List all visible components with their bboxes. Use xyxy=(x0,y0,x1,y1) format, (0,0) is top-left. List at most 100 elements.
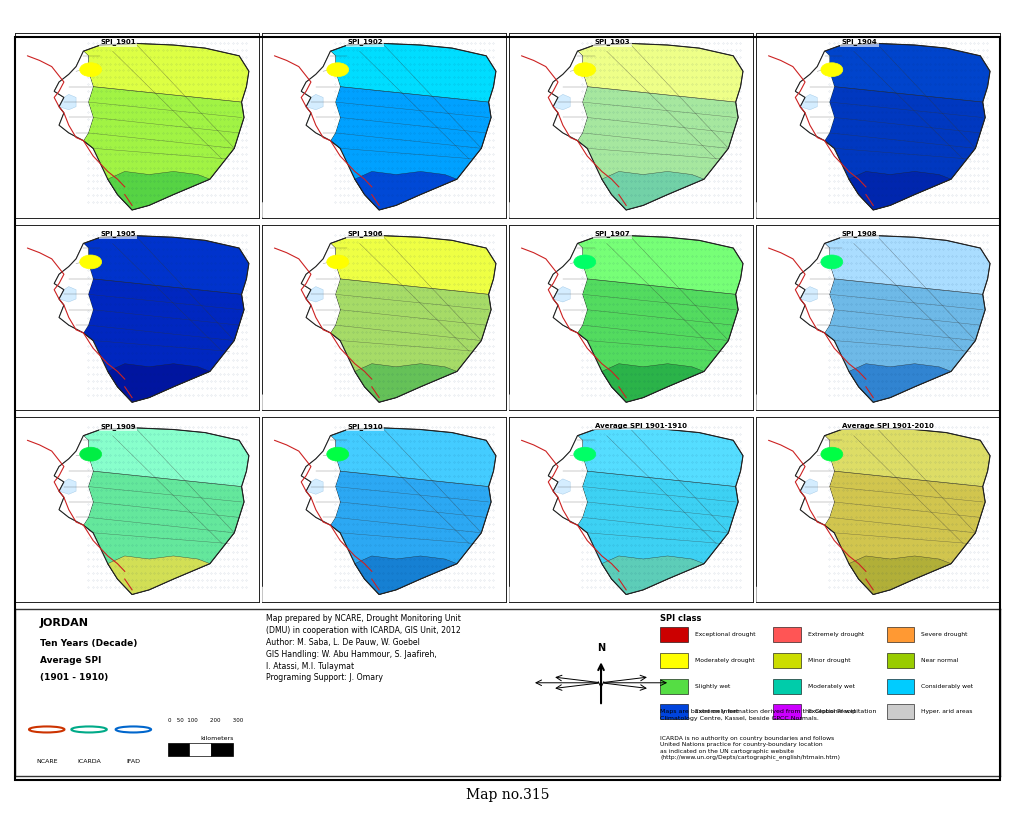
Text: (1901 - 1910): (1901 - 1910) xyxy=(40,672,108,681)
Text: Average SPI 1901-2010: Average SPI 1901-2010 xyxy=(841,422,934,429)
Polygon shape xyxy=(578,428,743,595)
Polygon shape xyxy=(108,172,210,210)
Polygon shape xyxy=(15,243,108,410)
Polygon shape xyxy=(800,287,817,302)
Text: ICARDA: ICARDA xyxy=(77,760,100,765)
Polygon shape xyxy=(331,428,496,595)
Polygon shape xyxy=(824,87,986,210)
Text: N: N xyxy=(597,643,605,653)
Text: Extremely wet: Extremely wet xyxy=(694,709,738,714)
Text: Severe drought: Severe drought xyxy=(921,632,967,637)
Polygon shape xyxy=(355,556,457,595)
Polygon shape xyxy=(83,236,249,402)
Polygon shape xyxy=(756,435,849,602)
Circle shape xyxy=(821,63,842,77)
Circle shape xyxy=(573,255,596,269)
Bar xyxy=(773,653,801,667)
Polygon shape xyxy=(15,417,259,602)
Polygon shape xyxy=(578,279,738,402)
Polygon shape xyxy=(307,479,323,494)
Polygon shape xyxy=(262,417,505,602)
Text: SPI_1902: SPI_1902 xyxy=(347,38,383,45)
Polygon shape xyxy=(83,87,244,210)
Polygon shape xyxy=(331,471,491,595)
Bar xyxy=(190,743,211,757)
Polygon shape xyxy=(578,43,743,210)
Polygon shape xyxy=(602,556,704,595)
Polygon shape xyxy=(578,87,738,210)
Polygon shape xyxy=(824,428,990,595)
Text: SPI_1901: SPI_1901 xyxy=(100,38,136,45)
Text: SPI_1905: SPI_1905 xyxy=(100,230,136,238)
Text: 0   50  100       200       300: 0 50 100 200 300 xyxy=(167,718,243,723)
Polygon shape xyxy=(262,33,505,217)
Polygon shape xyxy=(824,279,986,402)
Text: Maps are based on information derived from the Global Precipitation
Climatology : Maps are based on information derived fr… xyxy=(660,709,877,721)
Polygon shape xyxy=(331,279,491,402)
Text: IFAD: IFAD xyxy=(127,760,140,765)
Polygon shape xyxy=(54,51,93,141)
Polygon shape xyxy=(301,435,340,525)
Polygon shape xyxy=(553,94,570,109)
Text: Average SPI: Average SPI xyxy=(40,656,102,665)
Polygon shape xyxy=(83,279,244,402)
Text: Ten Years (Decade): Ten Years (Decade) xyxy=(40,640,137,649)
Polygon shape xyxy=(59,287,76,302)
Circle shape xyxy=(80,63,102,77)
Polygon shape xyxy=(602,364,704,402)
Circle shape xyxy=(573,447,596,461)
Polygon shape xyxy=(15,435,108,602)
Text: NCARE: NCARE xyxy=(36,760,58,765)
Bar xyxy=(211,743,232,757)
Bar xyxy=(660,704,688,720)
Text: JORDAN: JORDAN xyxy=(40,618,89,627)
Polygon shape xyxy=(756,33,1000,217)
Polygon shape xyxy=(15,225,259,410)
Polygon shape xyxy=(262,51,355,217)
Bar xyxy=(886,627,915,642)
Text: Considerably wet: Considerably wet xyxy=(921,684,973,689)
Polygon shape xyxy=(59,94,76,109)
Polygon shape xyxy=(548,51,588,141)
Circle shape xyxy=(327,63,349,77)
Polygon shape xyxy=(796,435,834,525)
Polygon shape xyxy=(83,471,244,595)
Polygon shape xyxy=(849,364,951,402)
Circle shape xyxy=(327,447,349,461)
Polygon shape xyxy=(83,43,249,210)
Text: Slightly wet: Slightly wet xyxy=(694,684,730,689)
Polygon shape xyxy=(553,287,570,302)
Polygon shape xyxy=(301,243,340,333)
Text: Moderately wet: Moderately wet xyxy=(808,684,855,689)
Text: SPI class: SPI class xyxy=(660,614,701,623)
Polygon shape xyxy=(602,172,704,210)
Bar xyxy=(886,653,915,667)
Bar xyxy=(660,653,688,667)
Polygon shape xyxy=(108,556,210,595)
Polygon shape xyxy=(262,435,355,602)
Text: SPI_1909: SPI_1909 xyxy=(100,422,136,430)
Text: SPI_1903: SPI_1903 xyxy=(595,38,630,45)
Polygon shape xyxy=(262,243,355,410)
Polygon shape xyxy=(800,479,817,494)
Text: ICARDA is no authority on country boundaries and follows
United Nations practice: ICARDA is no authority on country bounda… xyxy=(660,736,840,761)
Polygon shape xyxy=(578,471,738,595)
Polygon shape xyxy=(54,435,93,525)
Polygon shape xyxy=(262,225,505,410)
Polygon shape xyxy=(849,556,951,595)
Bar xyxy=(660,679,688,694)
Polygon shape xyxy=(824,43,990,210)
Circle shape xyxy=(327,255,349,269)
Polygon shape xyxy=(15,51,108,217)
Polygon shape xyxy=(510,225,753,410)
Polygon shape xyxy=(331,43,496,210)
Text: Extremely drought: Extremely drought xyxy=(808,632,864,637)
Text: Moderately drought: Moderately drought xyxy=(694,658,754,663)
Polygon shape xyxy=(800,94,817,109)
Polygon shape xyxy=(756,243,849,410)
Text: SPI_1904: SPI_1904 xyxy=(841,38,877,45)
Text: Map no.315: Map no.315 xyxy=(466,788,549,802)
Polygon shape xyxy=(796,243,834,333)
Bar xyxy=(886,679,915,694)
Polygon shape xyxy=(355,172,457,210)
